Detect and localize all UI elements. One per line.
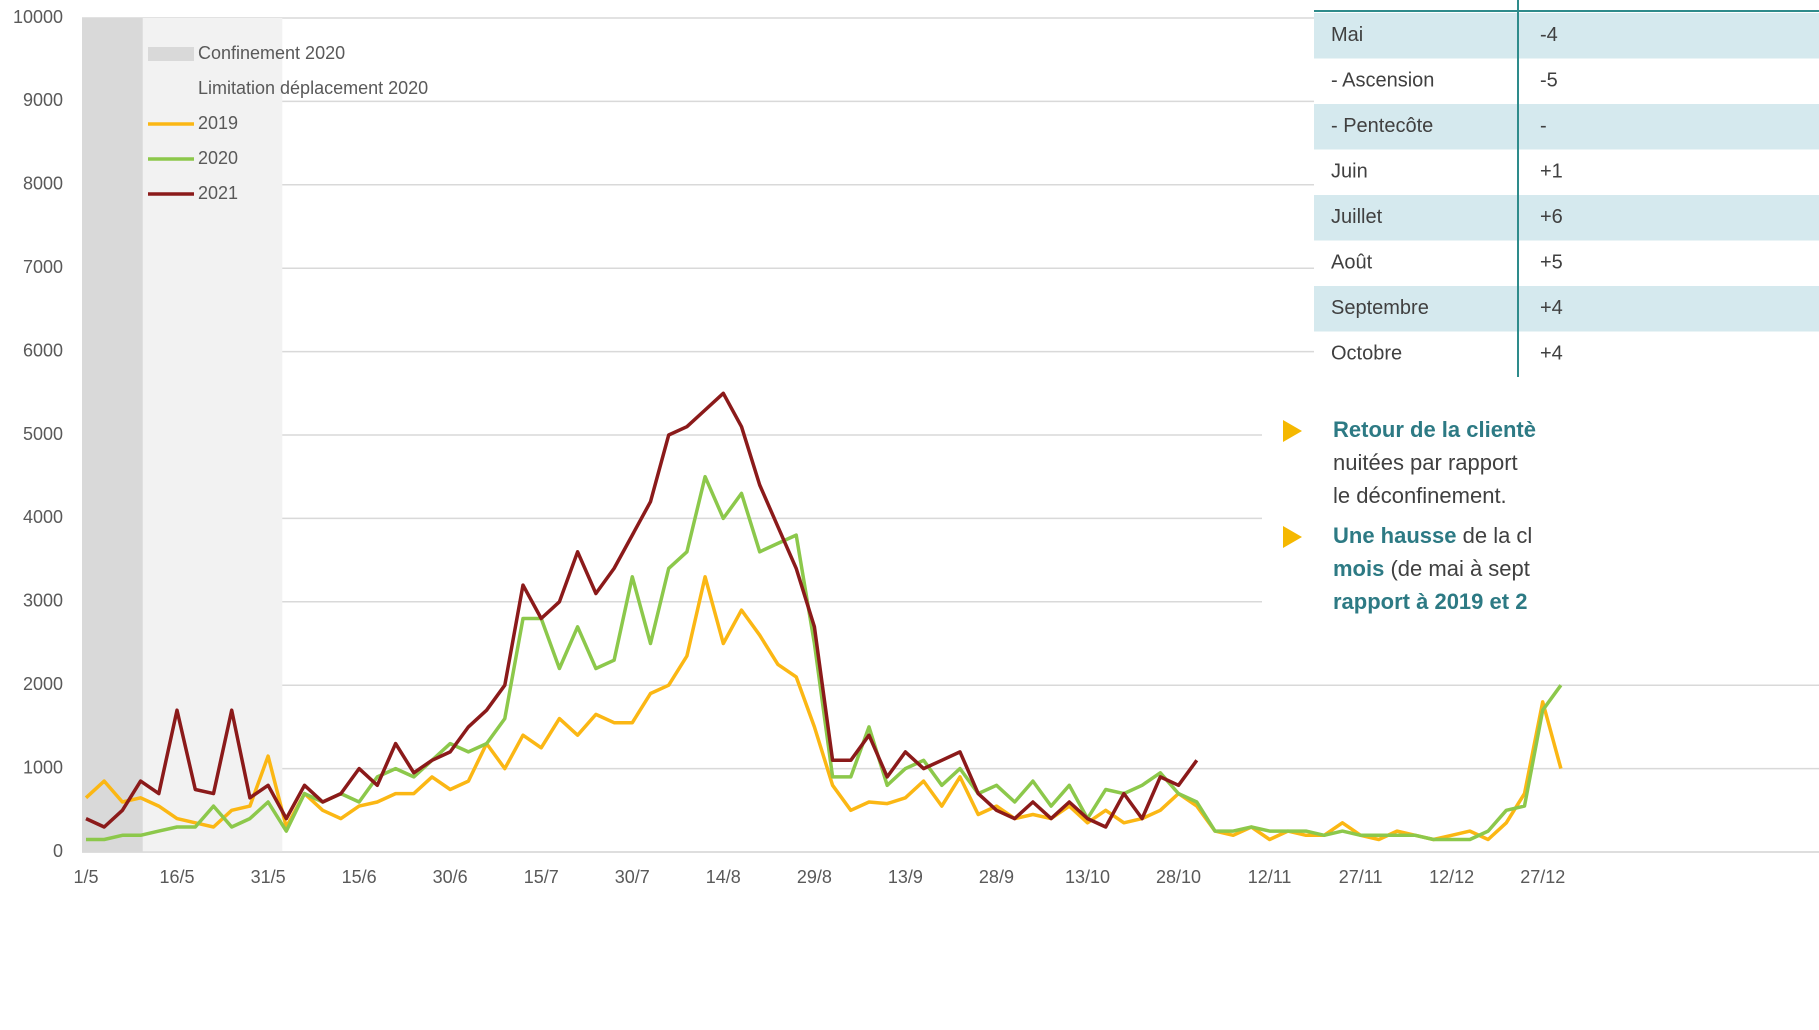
x-tick-label: 13/10	[1065, 867, 1110, 887]
note-text: nuitées par rapport	[1333, 450, 1518, 475]
note-text: le déconfinement.	[1333, 483, 1507, 508]
table-cell: Septembre	[1331, 297, 1429, 319]
x-tick-label: 1/5	[73, 867, 98, 887]
y-tick-label: 5000	[23, 424, 63, 444]
legend-label: 2020	[198, 148, 238, 168]
bullet	[1283, 526, 1302, 548]
y-tick-label: 8000	[23, 174, 63, 194]
table-cell: Août	[1331, 252, 1373, 274]
x-tick-label: 15/6	[342, 867, 377, 887]
note-line: le déconfinement.	[1333, 483, 1507, 508]
legend-swatch	[148, 82, 194, 96]
y-tick-label: 10000	[13, 7, 63, 27]
x-tick-label: 27/12	[1520, 867, 1565, 887]
table-cell: - Ascension	[1331, 70, 1434, 92]
note-line: rapport à 2019 et 2	[1333, 589, 1527, 614]
x-tick-label: 30/6	[433, 867, 468, 887]
table-cell: -	[1540, 115, 1547, 137]
series-line	[84, 575, 1563, 842]
table-cell: +1	[1540, 161, 1563, 183]
x-tick-label: 12/11	[1248, 867, 1292, 887]
table-row-bg	[1314, 13, 1819, 59]
y-tick-label: 1000	[23, 757, 63, 777]
x-tick-label: 12/12	[1429, 867, 1474, 887]
table-row-bg	[1314, 286, 1819, 332]
legend-label: 2019	[198, 113, 238, 133]
table-cell: +4	[1540, 343, 1563, 365]
note-line: nuitées par rapport	[1333, 450, 1518, 475]
table-cell: +5	[1540, 252, 1563, 274]
x-tick-label: 16/5	[160, 867, 195, 887]
legend-label: 2021	[198, 183, 238, 203]
note-text: rapport à 2019 et 2	[1333, 589, 1527, 614]
shaded-period	[82, 18, 147, 852]
table-cell: -4	[1540, 24, 1558, 46]
note-text: (de mai à sept	[1384, 556, 1530, 581]
note-text: mois	[1333, 556, 1384, 581]
x-tick-label: 28/10	[1156, 867, 1201, 887]
table-cell: Juillet	[1331, 206, 1383, 228]
table-row-bg	[1314, 195, 1819, 241]
y-tick-label: 6000	[23, 340, 63, 360]
y-tick-label: 4000	[23, 507, 63, 527]
y-tick-label: 0	[53, 841, 63, 861]
x-tick-label: 31/5	[251, 867, 286, 887]
table-cell: +6	[1540, 206, 1563, 228]
note-text: de la cl	[1457, 523, 1533, 548]
x-tick-label: 14/8	[706, 867, 741, 887]
table-cell: +4	[1540, 297, 1563, 319]
x-tick-label: 27/11	[1339, 867, 1383, 887]
y-tick-label: 3000	[23, 591, 63, 611]
notes-bg	[1262, 405, 1819, 635]
series-line	[85, 391, 1199, 829]
legend-label: Confinement 2020	[198, 43, 345, 63]
legend-swatch	[148, 47, 194, 61]
table-cell: -5	[1540, 70, 1558, 92]
note-line: mois (de mai à sept	[1333, 556, 1530, 581]
legend-label: Limitation déplacement 2020	[198, 78, 428, 98]
note-text: Retour de la clientè	[1333, 417, 1536, 442]
y-tick-label: 9000	[23, 90, 63, 110]
note-line: Une hausse de la cl	[1333, 523, 1532, 548]
x-tick-label: 30/7	[615, 867, 650, 887]
note-text: Une hausse	[1333, 523, 1457, 548]
note-line: Retour de la clientè	[1333, 417, 1536, 442]
shaded-period	[142, 18, 283, 852]
table-cell: Octobre	[1331, 343, 1402, 365]
table-cell: Juin	[1331, 161, 1368, 183]
y-tick-label: 7000	[23, 257, 63, 277]
bullet	[1283, 420, 1302, 442]
table-cell: Mai	[1331, 24, 1363, 46]
table-cell: - Pentecôte	[1331, 115, 1433, 137]
y-tick-label: 2000	[23, 674, 63, 694]
x-tick-label: 29/8	[797, 867, 832, 887]
x-tick-label: 28/9	[979, 867, 1014, 887]
x-tick-label: 13/9	[888, 867, 923, 887]
x-tick-label: 15/7	[524, 867, 559, 887]
table-row-bg	[1314, 104, 1819, 150]
